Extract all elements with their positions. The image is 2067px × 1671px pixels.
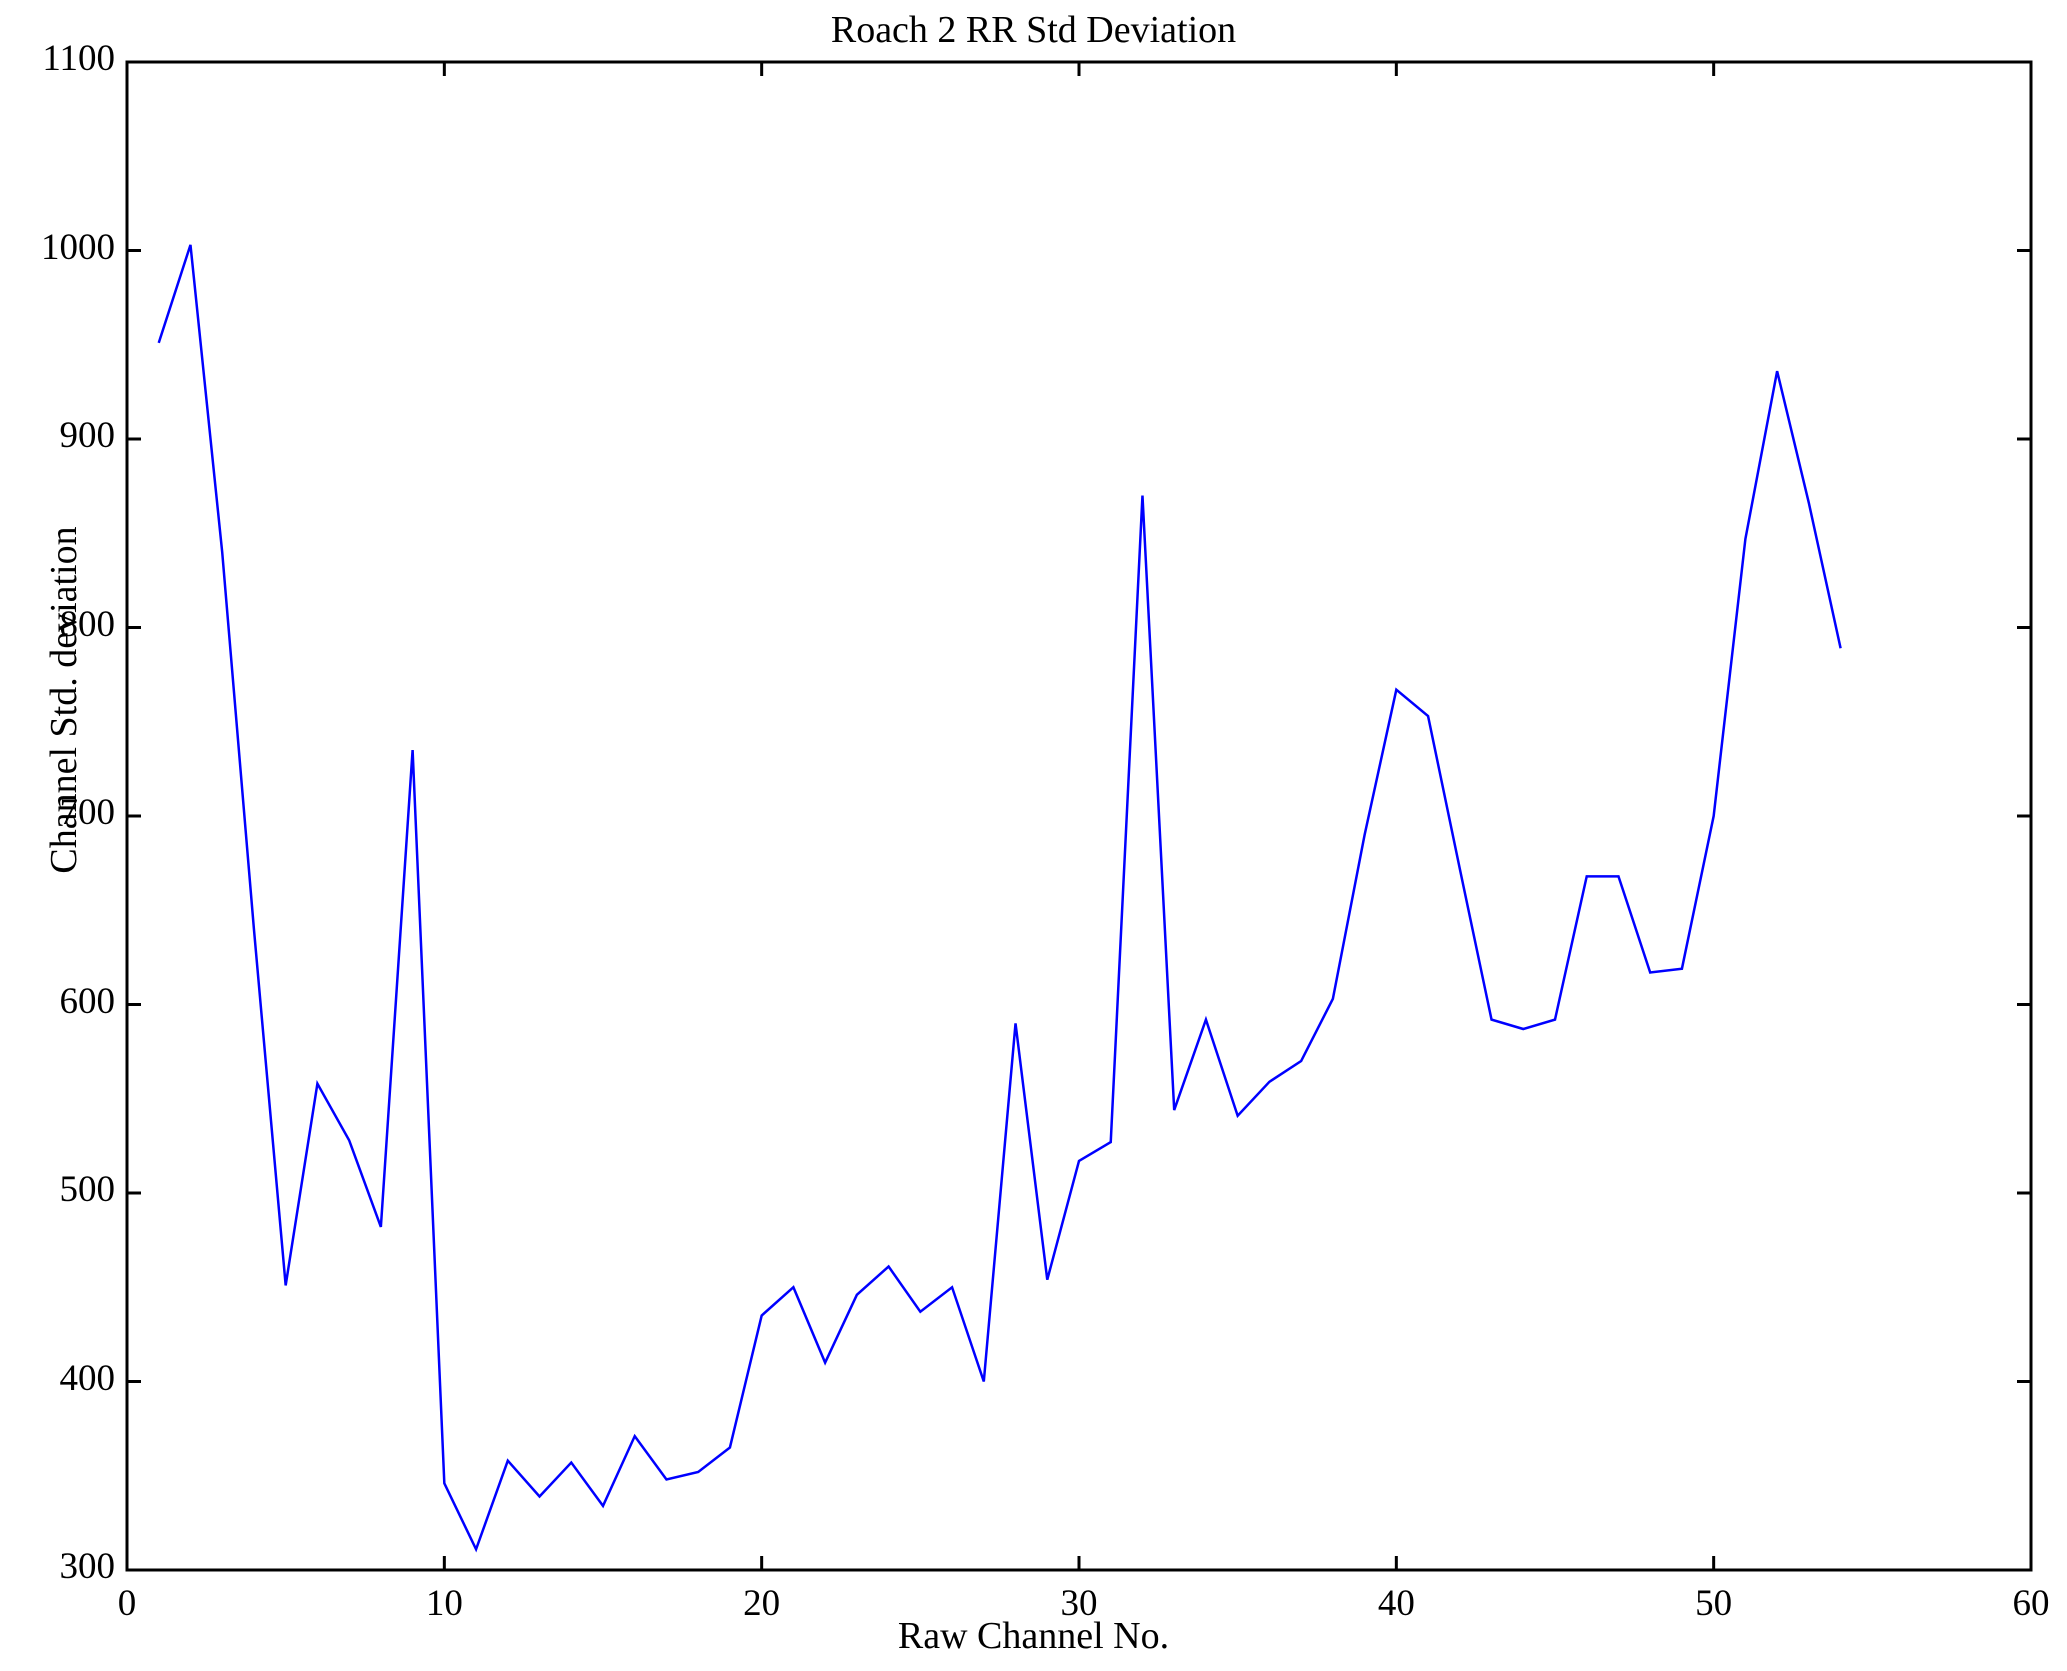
x-axis-label: Raw Channel No. [897, 1615, 1170, 1657]
x-tick-label: 10 [425, 1583, 463, 1624]
x-tick-label: 60 [2012, 1583, 2050, 1624]
y-tick-label: 1000 [41, 226, 115, 268]
x-tick-label: 20 [743, 1583, 781, 1624]
y-tick-label: 1100 [42, 38, 115, 79]
y-tick-label: 900 [59, 415, 116, 456]
x-axis-ticks [125, 62, 2033, 1570]
data-line-0 [157, 244, 1842, 1553]
axes-box [125, 60, 2033, 1572]
x-tick-label: 30 [1060, 1583, 1098, 1624]
y-axis-ticks [127, 60, 2031, 1572]
y-tick-label: 600 [59, 980, 116, 1022]
y-tick-label: 400 [59, 1357, 116, 1399]
x-tick-label: 40 [1377, 1583, 1415, 1624]
plot-border [125, 60, 2033, 1572]
chart-title: Roach 2 RR Std Deviation [830, 9, 1237, 51]
y-tick-label: 800 [59, 603, 116, 645]
x-tick-label: 50 [1695, 1583, 1733, 1624]
data-series-group [157, 244, 1842, 1553]
x-tick-label: 0 [117, 1583, 137, 1624]
y-tick-label: 700 [59, 792, 116, 833]
y-tick-label: 300 [59, 1546, 116, 1587]
y-tick-label: 500 [59, 1169, 116, 1210]
